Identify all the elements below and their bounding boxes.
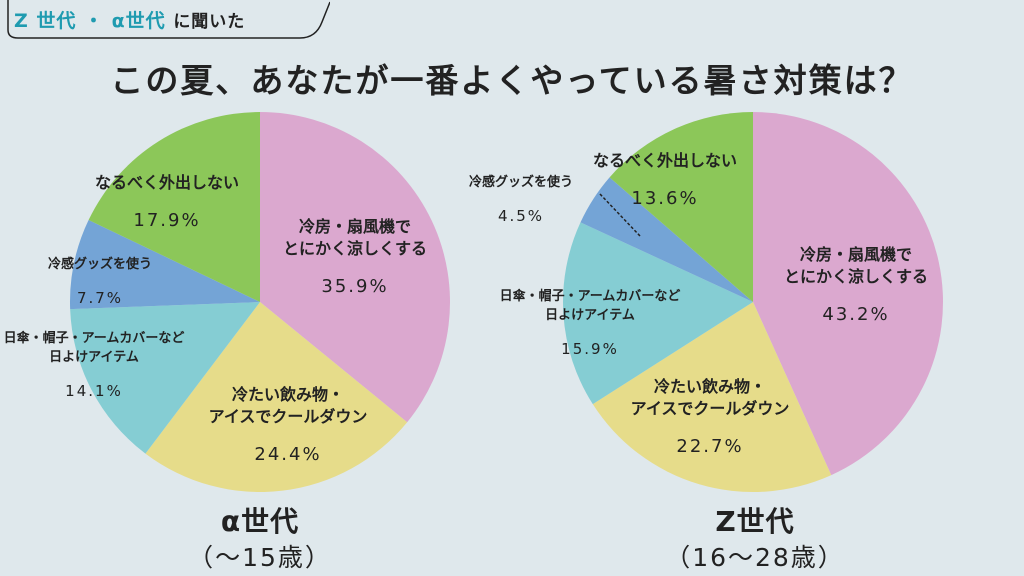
chart-2-slice-5-value: 13.6%	[631, 188, 698, 209]
header-tag-rest: に聞いた	[173, 12, 246, 32]
chart-2-slice-2-label-line-1: 冷たい飲み物・	[654, 377, 766, 396]
chart-1-slice-4-value: 7.7%	[77, 289, 123, 307]
chart-1-slice-2-value: 24.4%	[254, 444, 321, 465]
chart-2-slice-1-value: 43.2%	[822, 304, 889, 325]
chart-2-slice-1-label-line-2: とにかく涼しくする	[784, 267, 928, 286]
chart-1-slice-3-label-line-1: 日傘・帽子・アームカバーなど	[4, 330, 185, 346]
chart-2-slice-2-label-line-2: アイスでクールダウン	[631, 399, 790, 418]
chart-1-slice-3-value: 14.1%	[65, 382, 123, 400]
chart-1-slice-1-value: 35.9%	[321, 276, 388, 297]
chart-1-group-label: α世代	[220, 505, 300, 538]
chart-2-slice-1	[753, 112, 943, 476]
chart-2-group-label: Z世代	[715, 505, 795, 538]
header-tag-underline	[7, 0, 330, 39]
chart-2-slice-4-label-line-1: 冷感グッズを使う	[469, 174, 573, 190]
chart-2-slice-4-value: 4.5%	[498, 207, 544, 225]
chart-1-slice-5	[88, 112, 261, 302]
chart-1-slice-1-label-line-2: とにかく涼しくする	[283, 239, 427, 258]
chart-1-age-label: （〜15歳）	[188, 543, 332, 572]
chart-1-slice-1-label-line-1: 冷房・扇風機で	[299, 217, 411, 236]
chart-2-slice-2-value: 22.7%	[676, 436, 743, 457]
chart-2-slice-3-label-line-1: 日傘・帽子・アームカバーなど	[500, 288, 681, 304]
chart-1-slice-2-label-line-1: 冷たい飲み物・	[232, 385, 344, 404]
chart-2-slice-5-label-line-1: なるべく外出しない	[593, 151, 737, 170]
chart-2-slice-3-value: 15.9%	[561, 340, 619, 358]
chart-1-slice-5-label-line-1: なるべく外出しない	[95, 173, 239, 192]
chart-2-slice-3	[563, 222, 753, 405]
chart-2-slice-5	[609, 112, 753, 302]
chart-1-slice-4	[70, 220, 260, 310]
chart-1-slice-3	[70, 302, 260, 454]
header-tag-highlight: Z 世代 ・ α世代	[14, 10, 166, 32]
chart-1-slice-4-label-line-1: 冷感グッズを使う	[48, 256, 152, 272]
chart-1-slice-2	[145, 302, 408, 493]
chart-2-slice-3-label-line-2: 日よけアイテム	[545, 308, 635, 323]
chart-1-slice-2-label-line-2: アイスでクールダウン	[209, 407, 368, 426]
chart-1-slice-5-value: 17.9%	[133, 210, 200, 231]
page-title: この夏、あなたが一番よくやっている暑さ対策は？	[110, 61, 914, 100]
chart-1-slice-3-label-line-2: 日よけアイテム	[49, 350, 139, 365]
chart-2-slice-4	[580, 177, 753, 302]
chart-1-slice-1	[260, 112, 451, 423]
header-tag: Z 世代 ・ α世代 に聞いた	[14, 6, 245, 33]
chart-2-slice-2	[592, 302, 832, 492]
chart-2-age-label: （16〜28歳）	[665, 543, 845, 572]
chart-2-slice-1-label-line-1: 冷房・扇風機で	[800, 245, 912, 264]
